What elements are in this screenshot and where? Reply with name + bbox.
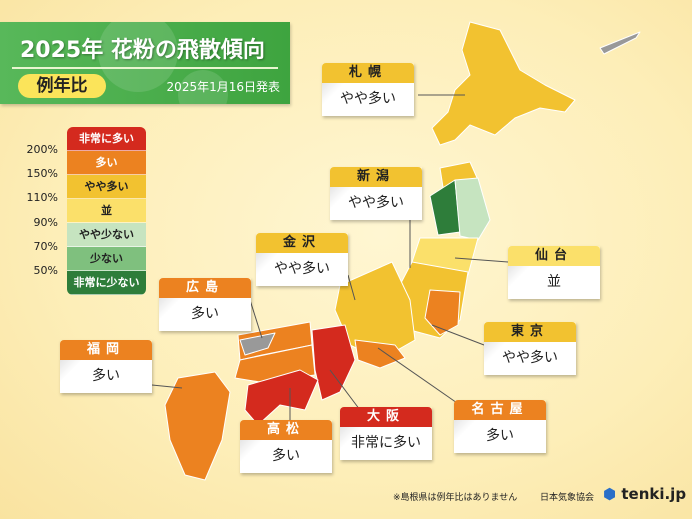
- city-level: やや多い: [330, 187, 422, 220]
- city-callout: 広島 多い: [159, 278, 251, 331]
- organization: 日本気象協会: [540, 493, 595, 503]
- city-callout: 名古屋 多い: [454, 400, 546, 453]
- leader-fukuoka: [151, 384, 183, 389]
- city-name: 新潟: [330, 167, 422, 187]
- legend-item: 非常に少ない: [67, 271, 146, 295]
- city-name: 名古屋: [454, 400, 546, 420]
- region-shikoku: [244, 369, 319, 426]
- legend-item: 少ない: [67, 247, 146, 271]
- city-callout: 東京 やや多い: [484, 322, 576, 375]
- tenki-logo[interactable]: ⬢ tenki.jp: [603, 485, 687, 503]
- city-level: 非常に多い: [340, 427, 432, 460]
- city-name: 東京: [484, 322, 576, 342]
- legend-item: 多い: [67, 151, 146, 175]
- city-callout: 金沢 やや多い: [256, 233, 348, 286]
- city-level: 多い: [454, 420, 546, 453]
- city-name: 福岡: [60, 340, 152, 360]
- city-level: 多い: [60, 360, 152, 393]
- region-kyushu: [164, 371, 231, 481]
- release-date: 2025年1月16日発表: [166, 80, 280, 94]
- legend-item: やや多い: [67, 175, 146, 199]
- threshold-label: 200%: [26, 143, 58, 156]
- city-name: 金沢: [256, 233, 348, 253]
- divider: [12, 67, 278, 69]
- city-level: 多い: [159, 298, 251, 331]
- region-kanto-east: [424, 289, 461, 336]
- leader-hiroshima: [249, 299, 263, 339]
- region-hokkaido: [431, 21, 576, 146]
- city-level: やや多い: [484, 342, 576, 375]
- city-level: やや多い: [256, 253, 348, 286]
- leader-osaka: [329, 369, 361, 411]
- city-level: やや多い: [322, 83, 414, 116]
- city-name: 広島: [159, 278, 251, 298]
- leader-nagoya: [377, 347, 461, 406]
- city-callout: 新潟 やや多い: [330, 167, 422, 220]
- threshold-label: 70%: [33, 239, 58, 253]
- leader-tokyo: [431, 324, 485, 346]
- legend: 非常に多い 多い やや多い並やや少ない 少ない 非常に少ない: [67, 127, 146, 295]
- page-title: 2025年 花粉の飛散傾向: [20, 38, 265, 63]
- city-callout: 大阪 非常に多い: [340, 407, 432, 460]
- comparison-badge: 例年比: [18, 74, 106, 98]
- city-callout: 高松 多い: [240, 420, 332, 473]
- footnote: ※島根県は例年比はありません: [393, 493, 518, 503]
- city-level: 並: [508, 266, 600, 299]
- region-shimane: [239, 332, 276, 356]
- threshold-label: 50%: [33, 264, 58, 277]
- city-name: 仙台: [508, 246, 600, 266]
- city-name: 札幌: [322, 63, 414, 83]
- region-tohoku-east: [454, 177, 491, 241]
- title-banner: 2025年 花粉の飛散傾向 例年比 2025年1月16日発表: [0, 22, 290, 104]
- city-name: 高松: [240, 420, 332, 440]
- region-kansai: [311, 324, 356, 401]
- city-level: 多い: [240, 440, 332, 473]
- threshold-label: 150%: [26, 167, 58, 181]
- islands-northeast: [599, 31, 641, 55]
- threshold-label: 90%: [33, 215, 58, 229]
- legend-item: 非常に多い: [67, 127, 146, 151]
- threshold-label: 110%: [26, 191, 58, 205]
- legend-item: 並: [67, 199, 146, 223]
- city-callout: 仙台並: [508, 246, 600, 299]
- city-callout: 札幌 やや多い: [322, 63, 414, 116]
- legend-item: やや少ない: [67, 223, 146, 247]
- leader-sendai: [454, 257, 509, 263]
- city-callout: 福岡 多い: [60, 340, 152, 393]
- leader-kanazawa: [347, 274, 356, 301]
- city-name: 大阪: [340, 407, 432, 427]
- cube-logo-icon: ⬢: [603, 485, 617, 503]
- region-tokai: [354, 339, 406, 369]
